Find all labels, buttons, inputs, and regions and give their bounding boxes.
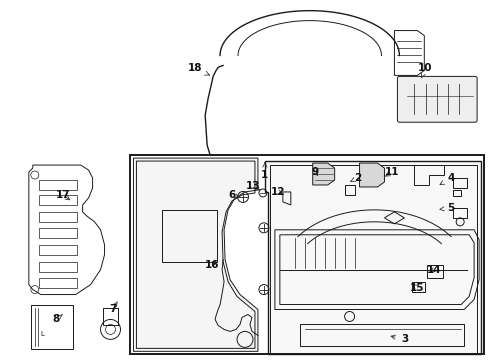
Bar <box>39 245 77 255</box>
Polygon shape <box>312 163 334 185</box>
Bar <box>39 195 77 205</box>
Text: 10: 10 <box>417 63 432 77</box>
Text: 15: 15 <box>409 283 424 293</box>
Text: 2: 2 <box>350 173 361 183</box>
Text: 8: 8 <box>52 314 62 324</box>
Bar <box>39 262 77 272</box>
Text: 14: 14 <box>426 265 441 275</box>
Text: 4: 4 <box>439 173 454 185</box>
Text: 13: 13 <box>245 181 260 191</box>
Text: 12: 12 <box>270 187 285 197</box>
Polygon shape <box>264 161 480 354</box>
Polygon shape <box>133 158 258 351</box>
Text: 7: 7 <box>109 302 117 315</box>
Bar <box>39 212 77 222</box>
Bar <box>162 210 217 262</box>
Text: 9: 9 <box>310 167 318 177</box>
Polygon shape <box>359 163 384 187</box>
Text: 5: 5 <box>439 203 454 213</box>
Text: 16: 16 <box>204 260 219 270</box>
Bar <box>39 228 77 238</box>
Text: 11: 11 <box>385 167 399 177</box>
Bar <box>130 155 483 354</box>
Bar <box>102 307 118 325</box>
FancyBboxPatch shape <box>397 76 476 122</box>
Bar <box>39 278 77 288</box>
Bar <box>39 180 77 190</box>
Text: 3: 3 <box>390 334 408 345</box>
Polygon shape <box>413 165 443 185</box>
Bar <box>299 324 463 346</box>
Text: 18: 18 <box>187 63 209 75</box>
Text: 17: 17 <box>55 190 70 200</box>
Text: L: L <box>41 332 44 337</box>
Text: 6: 6 <box>228 190 239 200</box>
Text: 1: 1 <box>261 163 268 180</box>
